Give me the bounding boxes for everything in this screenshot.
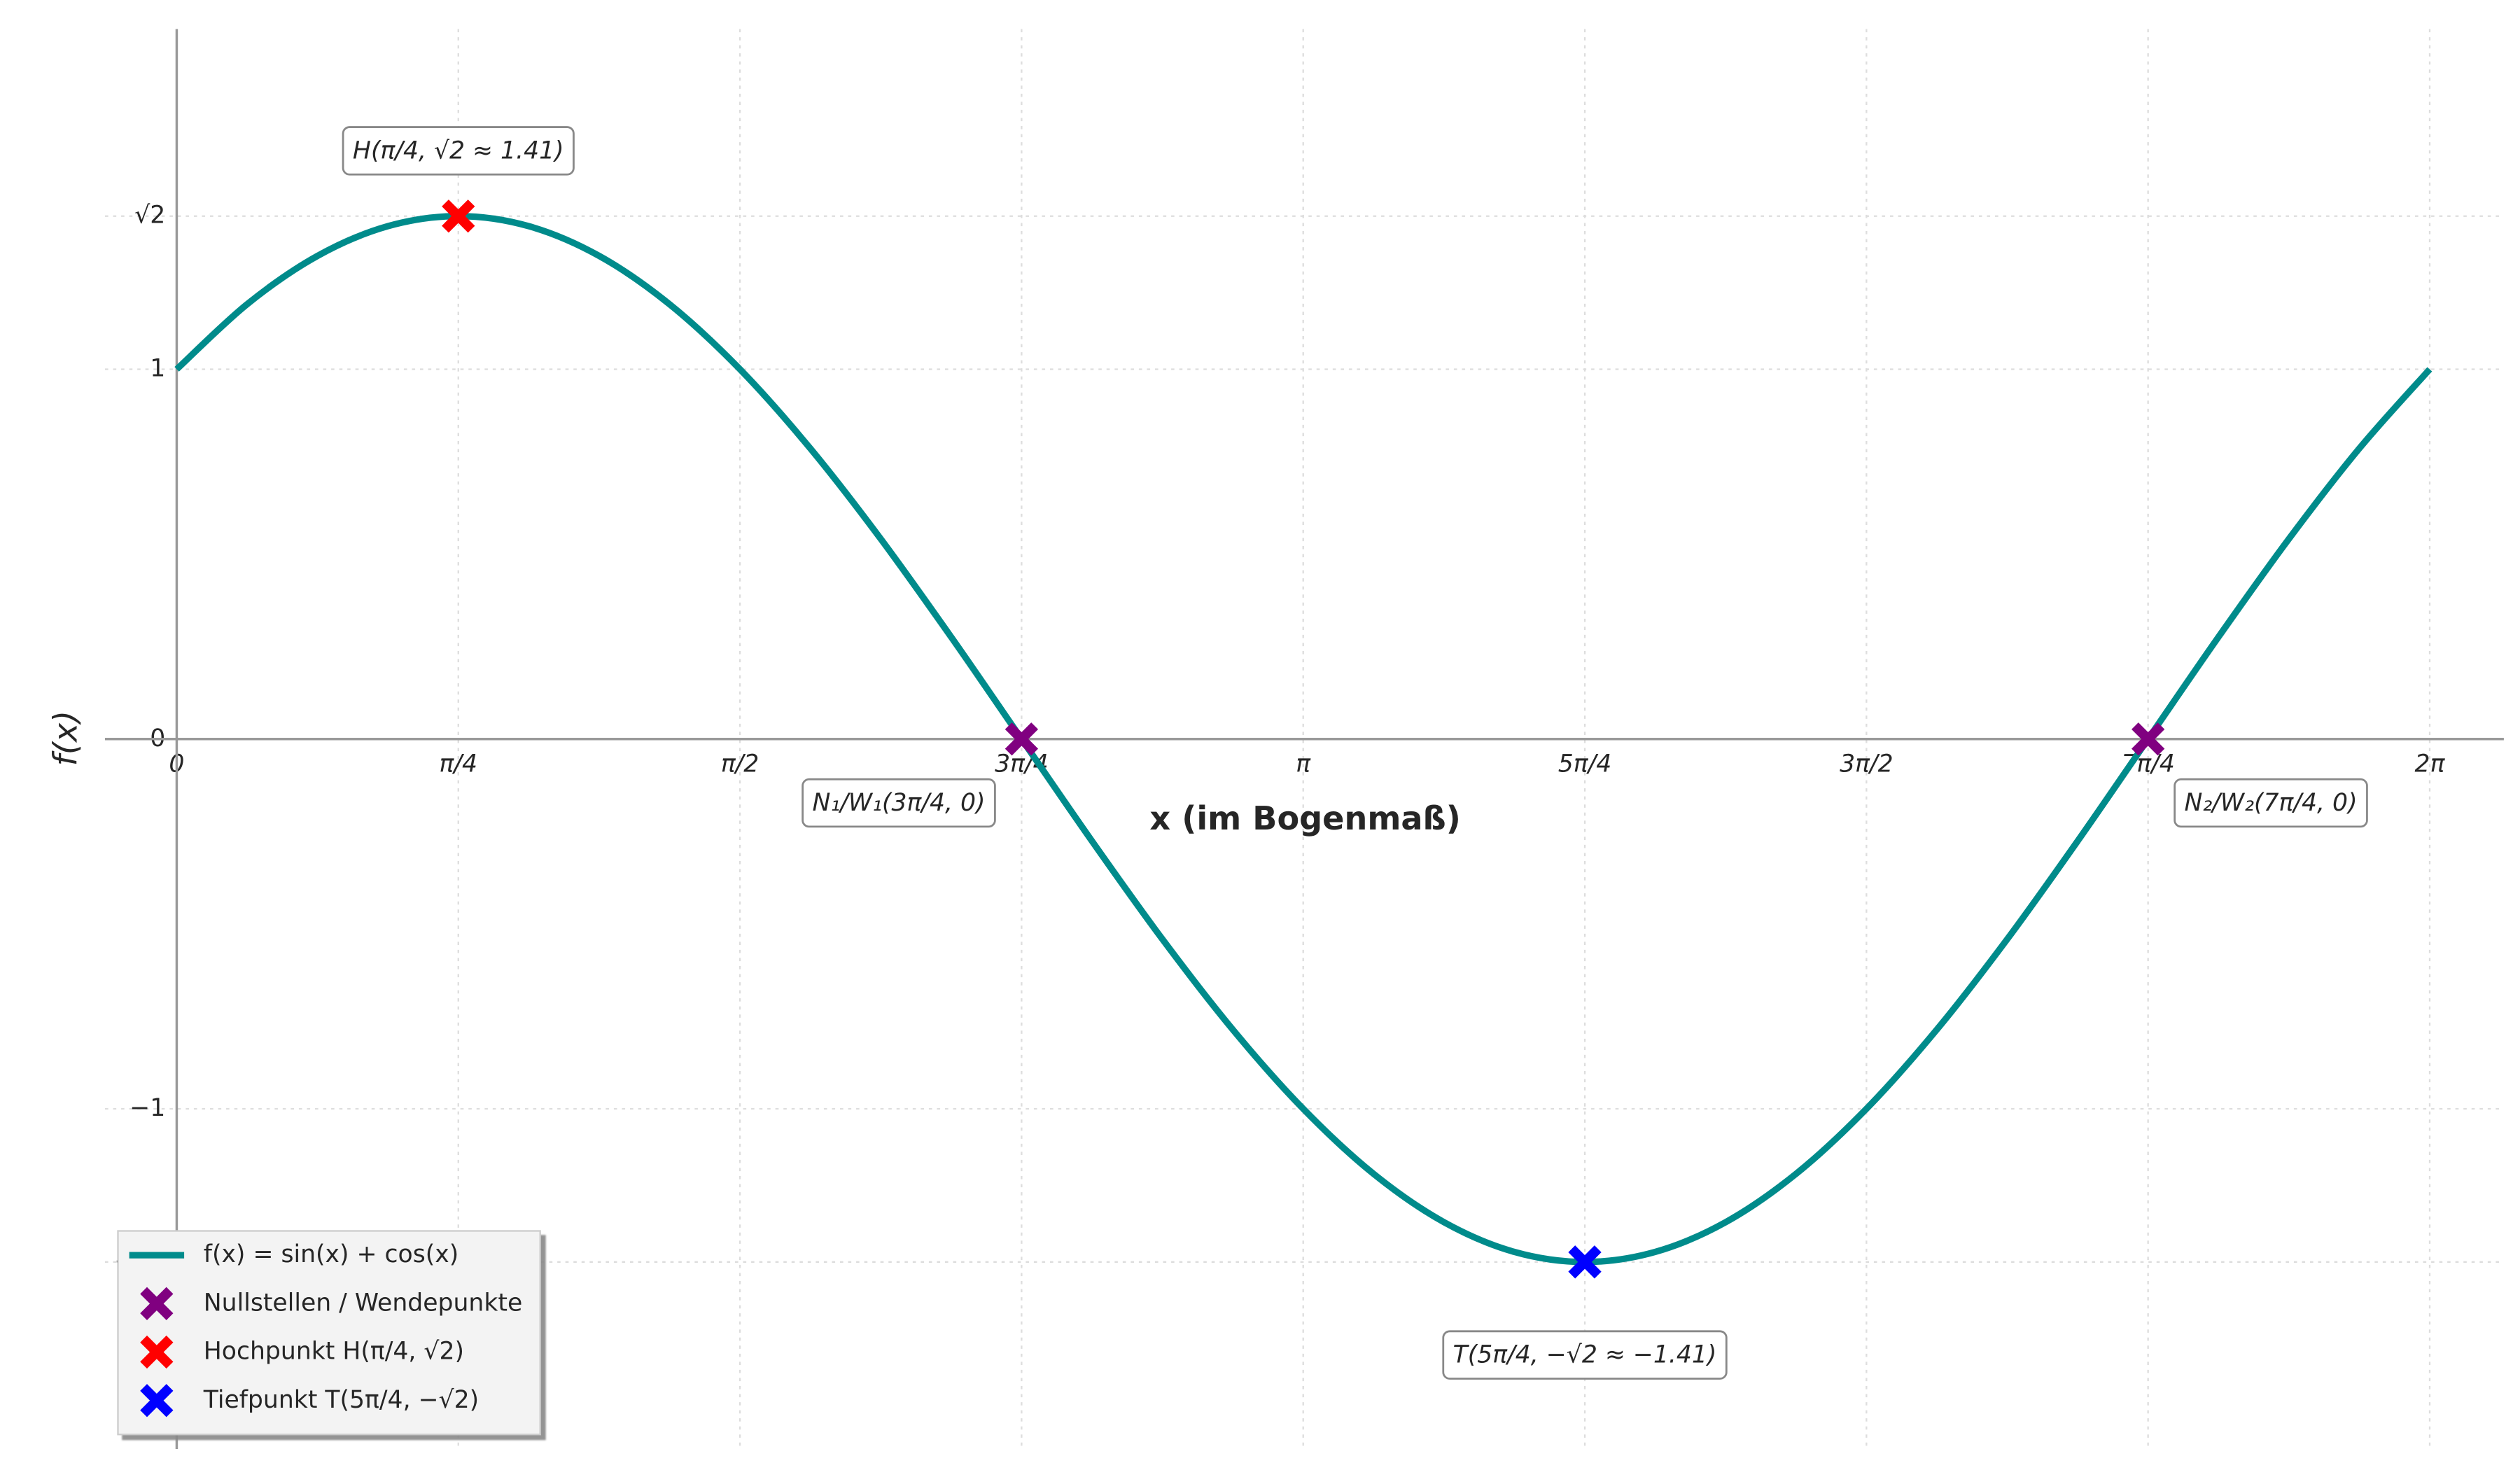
- x-tick-label: π/4: [440, 750, 478, 778]
- annotation-box: [342, 126, 575, 176]
- data-line: [174, 213, 2432, 1266]
- x-marker: [442, 200, 475, 233]
- legend-marker: [140, 1384, 174, 1418]
- legend-marker: [140, 1287, 174, 1320]
- x-marker: [2132, 722, 2165, 756]
- x-tick-label: 2π: [2415, 750, 2446, 778]
- annotation-box: [802, 778, 996, 828]
- x-marker: [1568, 1245, 1602, 1279]
- plot: [174, 200, 2432, 1279]
- x-tick-label: π: [1296, 750, 1311, 778]
- annotation: N₁/W₁(3π/4, 0): [812, 789, 985, 817]
- legend-box: [117, 1230, 541, 1436]
- x-tick-label: π/2: [721, 750, 760, 778]
- legend-label: Tiefpunkt T(5π/4, −√2): [203, 1386, 479, 1414]
- x-tick-label: 5π/4: [1558, 750, 1612, 778]
- annotation: T(5π/4, −√2 ≈ −1.41): [1453, 1341, 1717, 1369]
- annotation-box: [1442, 1330, 1728, 1380]
- legend: f(x) = sin(x) + cos(x) Nullstellen / Wend…: [117, 1230, 541, 1436]
- legend-label: Nullstellen / Wendepunkte: [204, 1289, 523, 1317]
- y-tick-label: 1: [150, 355, 165, 383]
- x-tick-label: 3π/2: [1840, 750, 1893, 778]
- y-tick-label: −1: [130, 1094, 165, 1122]
- annotation-box: [2174, 778, 2368, 828]
- legend-label: f(x) = sin(x) + cos(x): [204, 1240, 458, 1268]
- x-axis-label: x (im Bogenmaß): [1149, 799, 1460, 837]
- annotation: N₂/W₂(7π/4, 0): [2185, 789, 2358, 817]
- y-tick-label: √2: [134, 202, 165, 230]
- annotations: H(π/4, √2 ≈ 1.41) N₁/W₁(3π/4, 0) N₂/W₂(7π/…: [342, 126, 2368, 1380]
- legend-label: Hochpunkt H(π/4, √2): [204, 1338, 464, 1366]
- annotation: H(π/4, √2 ≈ 1.41): [353, 136, 564, 164]
- y-axis-label: f(x): [46, 710, 84, 766]
- x-marker: [1004, 722, 1039, 756]
- legend-marker: [140, 1335, 174, 1369]
